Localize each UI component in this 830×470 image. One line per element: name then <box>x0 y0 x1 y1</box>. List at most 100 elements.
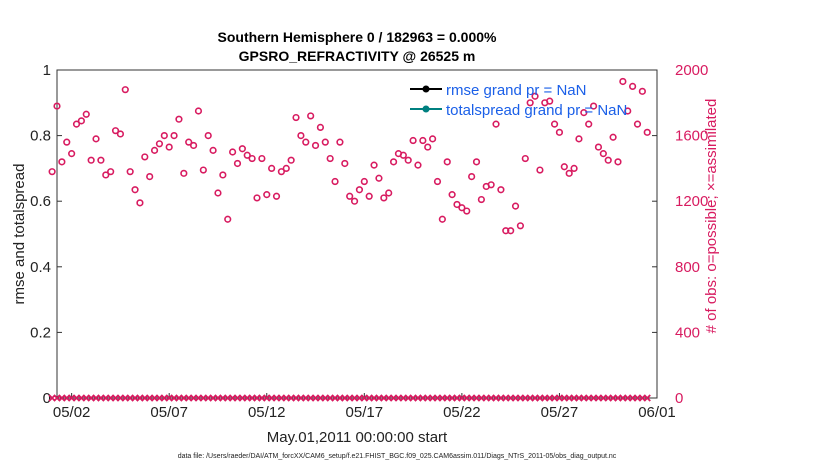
possible-obs-point <box>243 151 251 159</box>
possible-obs-point <box>375 174 383 182</box>
left-tick-label: 0.8 <box>30 128 51 145</box>
right-y-axis-label: # of obs: o=possible; ×=assimilated <box>703 99 720 334</box>
possible-obs-point <box>87 156 95 164</box>
possible-obs-point <box>92 135 100 143</box>
possible-obs-point <box>170 132 178 140</box>
left-y-axis-label: rmse and totalspread <box>11 164 28 305</box>
possible-obs-point <box>629 82 637 90</box>
right-tick-label: 0 <box>675 390 683 407</box>
possible-obs-point <box>53 102 61 110</box>
possible-obs-point <box>521 154 529 163</box>
plot-area <box>56 69 658 399</box>
x-tick-label: 05/17 <box>346 404 384 421</box>
possible-obs-point <box>268 164 276 172</box>
possible-obs-point <box>194 107 203 115</box>
possible-obs-point <box>399 151 407 159</box>
possible-obs-point <box>175 115 183 123</box>
possible-obs-point <box>58 158 66 166</box>
possible-obs-point <box>111 127 120 135</box>
possible-obs-point <box>307 112 315 120</box>
right-tick-label: 800 <box>675 259 700 276</box>
possible-obs-point <box>185 138 193 146</box>
possible-obs-point <box>424 143 432 151</box>
possible-obs-point <box>526 99 534 107</box>
possible-obs-point <box>575 135 583 143</box>
possible-obs-point <box>107 168 115 176</box>
possible-obs-point <box>97 156 105 164</box>
possible-obs-point <box>126 168 134 176</box>
left-tick-label: 1 <box>43 62 51 79</box>
possible-obs-point <box>409 136 417 145</box>
possible-obs-point <box>614 158 622 166</box>
possible-obs-point <box>219 171 227 179</box>
data-file-footer: data file: /Users/raeder/DAI/ATM_forcXX/… <box>178 453 617 460</box>
possible-obs-point <box>131 186 139 194</box>
possible-obs-point <box>565 169 573 177</box>
possible-obs-point <box>599 150 607 158</box>
possible-obs-point <box>429 135 437 143</box>
possible-obs-point <box>560 163 568 171</box>
chart-title: Southern Hemisphere 0 / 182963 = 0.000% <box>218 29 498 45</box>
possible-obs-point <box>102 171 110 179</box>
legend: rmse grand pr = NaN totalspread grand pr… <box>410 82 627 119</box>
possible-obs-point <box>404 156 412 164</box>
possible-obs-point <box>258 154 266 163</box>
possible-obs-point <box>550 120 559 128</box>
possible-obs-point <box>511 202 520 210</box>
possible-obs-point <box>619 77 627 86</box>
possible-obs-point <box>233 159 242 168</box>
possible-obs-point <box>492 120 500 128</box>
possible-obs-point <box>643 128 651 136</box>
possible-obs-point <box>380 194 388 202</box>
possible-obs-point <box>238 145 246 153</box>
possible-obs-point <box>624 107 632 115</box>
possible-obs-point <box>448 191 456 199</box>
possible-obs-point <box>389 158 398 166</box>
possible-obs-point <box>414 161 422 169</box>
series-possible-obs <box>48 77 651 235</box>
possible-obs-point <box>604 156 612 164</box>
right-tick-label: 2000 <box>675 62 708 79</box>
possible-obs-point <box>253 194 261 202</box>
legend-label-totalspread: totalspread grand pr = NaN <box>446 102 627 119</box>
right-tick-label: 1600 <box>675 128 708 145</box>
possible-obs-point <box>546 97 554 105</box>
possible-obs-point <box>633 120 642 128</box>
possible-obs-point <box>165 143 173 151</box>
possible-obs-point <box>419 136 427 145</box>
possible-obs-point <box>536 166 544 174</box>
left-tick-label: 0.6 <box>30 193 51 210</box>
possible-obs-point <box>370 161 378 169</box>
possible-obs-point <box>311 141 320 150</box>
possible-obs-point <box>189 141 198 150</box>
possible-obs-point <box>433 177 442 186</box>
left-tick-label: 0.2 <box>30 324 51 341</box>
possible-obs-point <box>263 191 271 199</box>
possible-obs-point <box>350 197 359 205</box>
possible-obs-point <box>355 186 364 194</box>
x-tick-label: 05/27 <box>541 404 579 421</box>
possible-obs-point <box>468 173 476 181</box>
possible-obs-point <box>180 169 188 177</box>
possible-obs-point <box>487 181 495 189</box>
possible-obs-point <box>458 204 466 212</box>
possible-obs-point <box>594 143 603 151</box>
possible-obs-point <box>297 132 305 140</box>
possible-obs-point <box>516 222 525 230</box>
possible-obs-point <box>316 123 325 131</box>
possible-obs-point <box>224 215 232 223</box>
chart-subtitle: GPSRO_REFRACTIVITY @ 26525 m <box>239 48 476 64</box>
possible-obs-point <box>360 177 368 186</box>
possible-obs-point <box>531 92 539 100</box>
possible-obs-point <box>229 148 237 156</box>
right-y-ticks: 0 400 800 1200 1600 2000 <box>652 62 708 407</box>
possible-obs-point <box>331 177 339 186</box>
x-tick-label: 05/22 <box>443 404 481 421</box>
possible-obs-point <box>292 113 300 122</box>
possible-obs-point <box>609 133 617 141</box>
possible-obs-point <box>199 166 207 174</box>
x-axis-label: May.01,2011 00:00:00 start <box>267 429 448 446</box>
possible-obs-point <box>136 199 144 207</box>
possible-obs-point <box>72 120 81 128</box>
